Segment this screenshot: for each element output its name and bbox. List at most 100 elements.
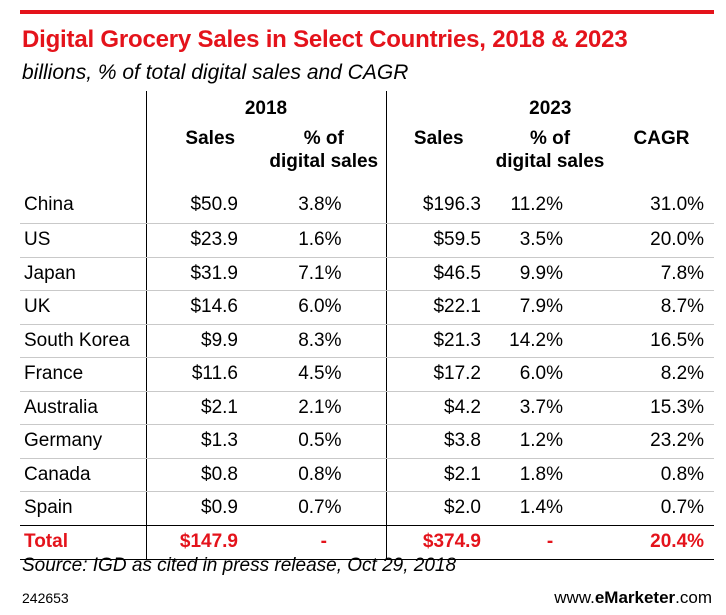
cell-cagr: 7.8%: [609, 257, 715, 291]
cell-pct-2018: 0.8%: [262, 458, 386, 492]
column-header-country: [20, 127, 146, 187]
chart-id: 242653: [22, 590, 69, 606]
cell-sales-2018: $50.9: [145, 187, 262, 224]
brand-logo: www.eMarketer.com: [554, 588, 712, 608]
cell-sales-2018: $1.3: [145, 424, 262, 459]
cell-sales-2023: $46.5: [385, 257, 491, 291]
cell-pct-2023: 1.8%: [491, 458, 609, 492]
total-row: Total $147.9 - $374.9 - 20.4%: [20, 525, 715, 560]
table-row: Canada $0.8 0.8% $2.1 1.8% 0.8%: [20, 458, 715, 492]
cell-cagr: 23.2%: [609, 424, 715, 459]
total-sales-2018: $147.9: [145, 525, 262, 560]
column-header-cagr: CAGR: [633, 128, 690, 149]
cell-sales-2023: $4.2: [385, 391, 491, 425]
total-sales-2023: $374.9: [385, 525, 491, 560]
table-row: China $50.9 3.8% $196.3 11.2% 31.0%: [20, 187, 715, 224]
cell-pct-2018: 0.5%: [262, 424, 386, 459]
cell-pct-2023: 14.2%: [491, 324, 609, 358]
table-row: France $11.6 4.5% $17.2 6.0% 8.2%: [20, 357, 715, 392]
cell-sales-2018: $11.6: [145, 357, 262, 392]
column-header-sales-2023: Sales: [385, 127, 491, 187]
year-header-2018: 2018: [145, 91, 386, 127]
cell-pct-2018: 2.1%: [262, 391, 386, 425]
cell-country: France: [20, 357, 146, 392]
total-label: Total: [20, 525, 146, 560]
cell-cagr: 16.5%: [609, 324, 715, 358]
cell-country: China: [20, 187, 146, 224]
cell-country: US: [20, 223, 146, 258]
column-header-pct-2018-line2: digital sales: [269, 151, 379, 172]
cell-country: South Korea: [20, 324, 146, 358]
cell-pct-2018: 1.6%: [262, 223, 386, 258]
chart-subtitle: billions, % of total digital sales and C…: [22, 61, 409, 84]
total-pct-2018: -: [262, 525, 386, 560]
table-row: Spain $0.9 0.7% $2.0 1.4% 0.7%: [20, 491, 715, 526]
cell-sales-2023: $59.5: [385, 223, 491, 258]
table-row: US $23.9 1.6% $59.5 3.5% 20.0%: [20, 223, 715, 258]
cell-sales-2018: $23.9: [145, 223, 262, 258]
cell-cagr: 20.0%: [609, 223, 715, 258]
cell-pct-2018: 8.3%: [262, 324, 386, 358]
column-header-pct-2018-line1: % of: [303, 128, 344, 149]
table-row: Germany $1.3 0.5% $3.8 1.2% 23.2%: [20, 424, 715, 459]
cell-pct-2023: 3.7%: [491, 391, 609, 425]
cell-pct-2023: 9.9%: [491, 257, 609, 291]
cell-sales-2018: $2.1: [145, 391, 262, 425]
cell-sales-2023: $2.0: [385, 491, 491, 526]
year-header-2023: 2023: [385, 91, 715, 127]
column-header-pct-2023-line2: digital sales: [495, 151, 605, 172]
brand-suffix: .com: [675, 588, 712, 607]
cell-cagr: 15.3%: [609, 391, 715, 425]
cell-country: UK: [20, 290, 146, 325]
source-note: Source: IGD as cited in press release, O…: [22, 555, 457, 576]
cell-cagr: 8.2%: [609, 357, 715, 392]
cell-sales-2023: $3.8: [385, 424, 491, 459]
column-header-pct-2023: % of digital sales: [491, 127, 609, 187]
table-row: Japan $31.9 7.1% $46.5 9.9% 7.8%: [20, 257, 715, 291]
cell-sales-2018: $0.8: [145, 458, 262, 492]
cell-cagr: 0.7%: [609, 491, 715, 526]
column-header-pct-2023-line1: % of: [529, 128, 571, 149]
total-pct-2023: -: [491, 525, 609, 560]
cell-sales-2018: $31.9: [145, 257, 262, 291]
cell-cagr: 31.0%: [609, 187, 715, 224]
cell-sales-2023: $17.2: [385, 357, 491, 392]
cell-cagr: 0.8%: [609, 458, 715, 492]
cell-sales-2023: $22.1: [385, 290, 491, 325]
cell-sales-2018: $14.6: [145, 290, 262, 325]
table-row: UK $14.6 6.0% $22.1 7.9% 8.7%: [20, 290, 715, 325]
table-total-section: Total $147.9 - $374.9 - 20.4%: [20, 525, 715, 560]
cell-pct-2023: 1.4%: [491, 491, 609, 526]
cell-sales-2018: $9.9: [145, 324, 262, 358]
column-header-pct-2018: % of digital sales: [262, 127, 386, 187]
cell-sales-2023: $2.1: [385, 458, 491, 492]
cell-pct-2023: 3.5%: [491, 223, 609, 258]
year-header-blank: [20, 91, 146, 127]
cell-country: Japan: [20, 257, 146, 291]
cell-country: Germany: [20, 424, 146, 459]
cell-pct-2018: 6.0%: [262, 290, 386, 325]
cell-pct-2018: 7.1%: [262, 257, 386, 291]
total-cagr: 20.4%: [609, 525, 715, 560]
column-header-row: Sales % of digital sales Sales % of digi…: [20, 127, 714, 187]
cell-sales-2023: $196.3: [385, 187, 491, 224]
sales-table: 2018 2023 Sales % of digital sales Sales…: [20, 91, 715, 560]
title-accent-bar: [20, 10, 714, 14]
cell-sales-2018: $0.9: [145, 491, 262, 526]
column-header-sales-2018: Sales: [145, 127, 262, 187]
chart-title: Digital Grocery Sales in Select Countrie…: [22, 26, 628, 53]
cell-country: Canada: [20, 458, 146, 492]
cell-pct-2018: 3.8%: [262, 187, 386, 224]
cell-pct-2023: 7.9%: [491, 290, 609, 325]
brand-name: eMarketer: [594, 588, 676, 607]
cell-cagr: 8.7%: [609, 290, 715, 325]
cell-country: Spain: [20, 491, 146, 526]
cell-pct-2018: 0.7%: [262, 491, 386, 526]
cell-pct-2023: 1.2%: [491, 424, 609, 459]
year-header-row: 2018 2023: [20, 91, 715, 127]
brand-prefix: www.: [554, 588, 595, 607]
table-row: Australia $2.1 2.1% $4.2 3.7% 15.3%: [20, 391, 715, 425]
cell-sales-2023: $21.3: [385, 324, 491, 358]
table-row: South Korea $9.9 8.3% $21.3 14.2% 16.5%: [20, 324, 715, 358]
cell-country: Australia: [20, 391, 146, 425]
